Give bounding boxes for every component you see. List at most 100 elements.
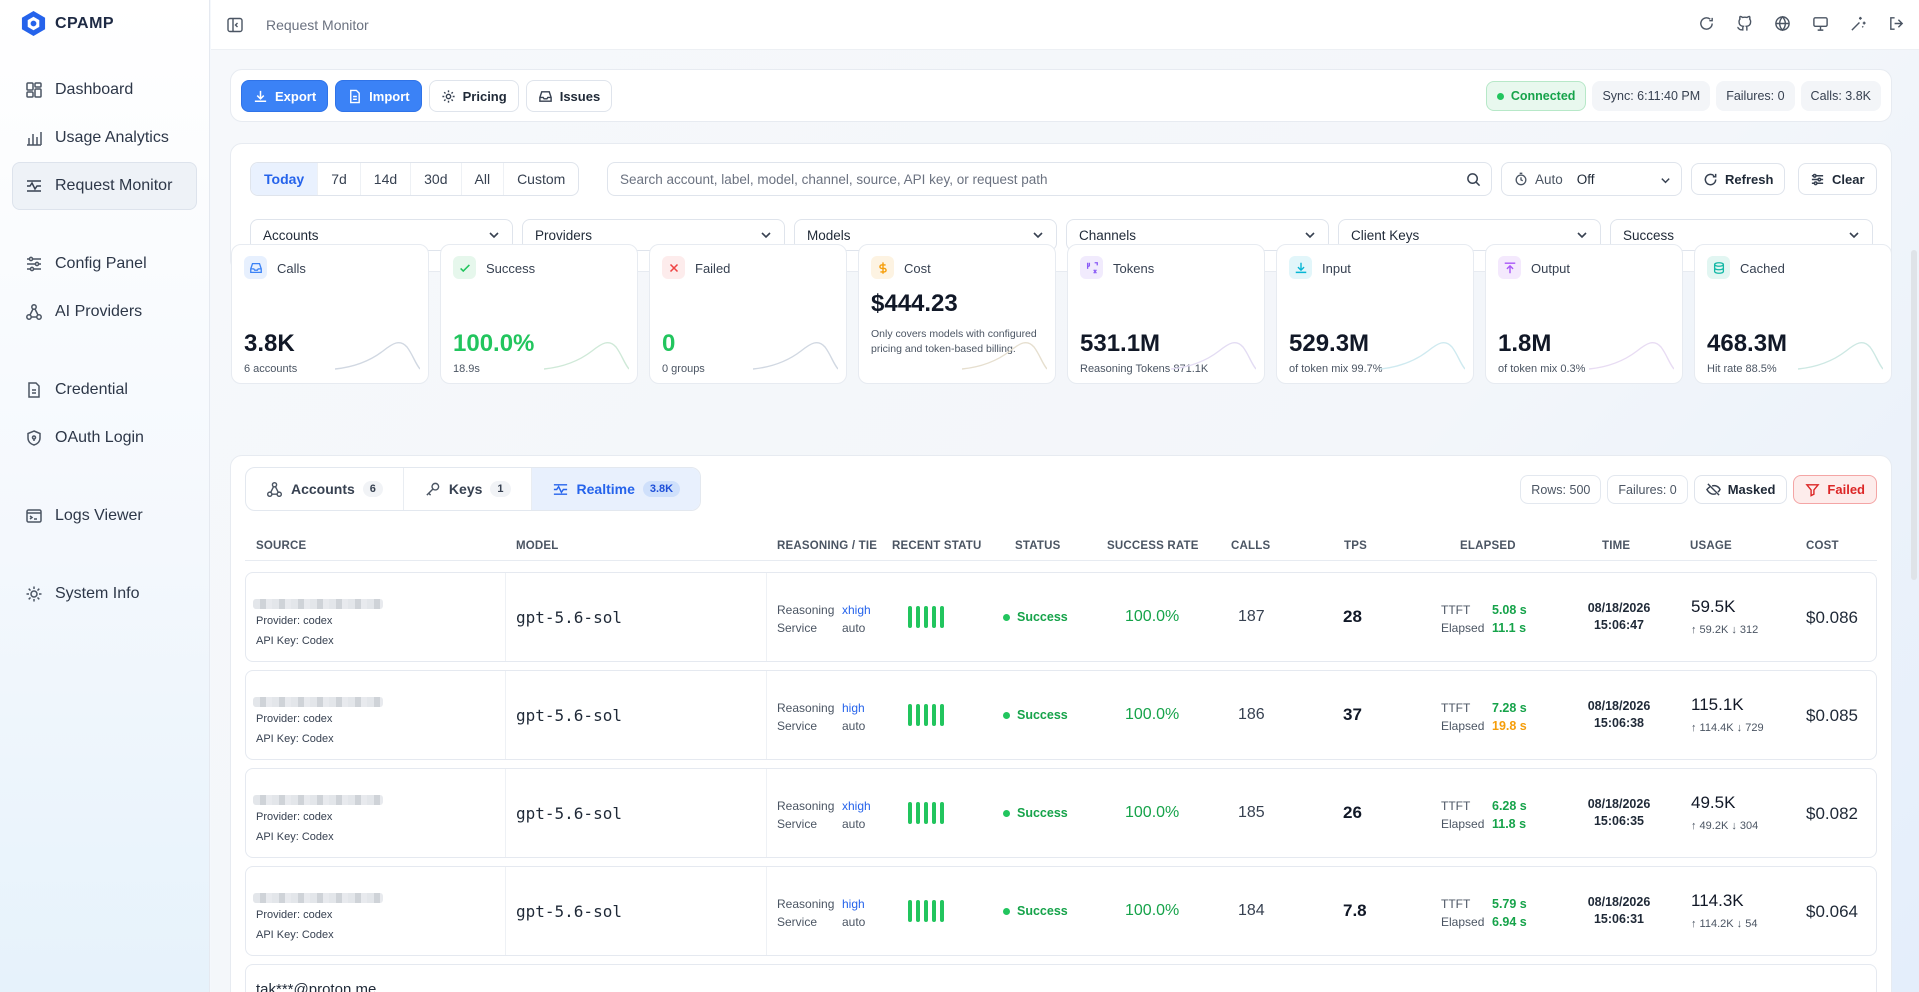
table-row[interactable]: tak***@proton.me (245, 964, 1877, 992)
range-7d[interactable]: 7d (318, 163, 361, 195)
export-button[interactable]: Export (241, 80, 329, 112)
table-row[interactable]: Provider: codex API Key: Codex gpt-5.6-sol… (245, 670, 1877, 760)
tab-accounts[interactable]: Accounts 6 (246, 468, 404, 510)
tokens-icon (1080, 256, 1103, 279)
sidebar-item-label: Request Monitor (55, 177, 173, 194)
range-today[interactable]: Today (251, 163, 319, 195)
table-row[interactable]: Provider: codex API Key: Codex gpt-5.6-sol… (245, 866, 1877, 956)
failed-filter-button[interactable]: Failed (1793, 475, 1877, 504)
failed-card: Failed 0 0 groups (649, 244, 847, 384)
auto-refresh-select[interactable]: Auto Off (1501, 162, 1682, 196)
file-icon (28, 382, 40, 398)
refresh-icon[interactable] (1698, 15, 1715, 32)
status-dot (1003, 613, 1010, 621)
usage-value: 115.1K (1691, 695, 1744, 714)
source-account: tak***@proton.me (256, 981, 377, 992)
masked-source (253, 599, 383, 609)
masked-toggle[interactable]: Masked (1693, 475, 1788, 504)
table-row[interactable]: Provider: codex API Key: Codex gpt-5.6-sol… (245, 572, 1877, 662)
sidebar-item-label: System Info (55, 585, 140, 602)
table-row[interactable]: Provider: codex API Key: Codex gpt-5.6-sol… (245, 768, 1877, 858)
globe-icon[interactable] (1774, 15, 1791, 32)
github-icon[interactable] (1736, 15, 1753, 32)
range-30d[interactable]: 30d (411, 163, 462, 195)
sidebar-item-config-panel[interactable]: Config Panel (12, 240, 197, 288)
search-input[interactable]: Search account, label, model, channel, s… (607, 162, 1492, 196)
model-name: gpt-5.6-sol (516, 706, 622, 725)
logout-icon[interactable] (1888, 15, 1905, 32)
sidebar-item-ai-providers[interactable]: AI Providers (12, 288, 197, 336)
usage-breakdown: ↑ 59.2K ↓ 312 (1691, 624, 1759, 636)
time-value: 15:06:38 (1593, 716, 1645, 730)
clear-button[interactable]: Clear (1798, 163, 1877, 195)
tab-keys[interactable]: Keys 1 (404, 468, 532, 510)
col-calls: CALLS (1231, 540, 1271, 552)
recent-status-bars (908, 900, 944, 922)
status-bar (924, 900, 928, 922)
col-source: SOURCE (256, 540, 307, 552)
col-model: MODEL (516, 540, 559, 552)
pricing-button[interactable]: Pricing (428, 80, 519, 112)
col-status: STATUS (1015, 540, 1061, 552)
import-button[interactable]: Import (335, 80, 422, 112)
range-custom[interactable]: Custom (517, 171, 566, 187)
terminal-icon (26, 509, 42, 523)
sidebar-item-system-info[interactable]: System Info (12, 570, 197, 618)
ttft-label: TTFT (1441, 603, 1471, 617)
elapsed-value: 6.94 s (1492, 915, 1527, 929)
page-scrollbar[interactable] (1911, 250, 1917, 580)
sidebar-item-oauth-login[interactable]: OAuth Login (12, 414, 197, 462)
provider-label: Provider: codex (256, 811, 333, 823)
table-header: SOURCE MODEL REASONING / TIER RECENT STA… (245, 531, 1877, 561)
tab-realtime[interactable]: Realtime 3.8K (531, 468, 701, 510)
sidebar-item-logs-viewer[interactable]: Logs Viewer (12, 492, 197, 540)
time-value: 15:06:31 (1593, 912, 1645, 926)
output-value: 1.8M (1498, 330, 1552, 357)
app-logo[interactable]: CPAMP (20, 10, 114, 37)
success-value: 100.0% (453, 330, 535, 357)
calls-card: Calls 3.8K 6 accounts (231, 244, 429, 384)
status-bar (908, 704, 912, 726)
monitor-icon[interactable] (1812, 15, 1829, 32)
elapsed-label: Elapsed (1441, 719, 1485, 733)
recent-status-bars (908, 606, 944, 628)
masked-source (253, 795, 383, 805)
status-bar (924, 704, 928, 726)
cpu-icon (26, 586, 42, 602)
sidebar-item-usage-analytics[interactable]: Usage Analytics (12, 114, 197, 162)
service-label: Service (777, 621, 818, 635)
dollar-icon (871, 256, 894, 279)
table-tools: Rows: 500 Failures: 0 Masked Failed (1520, 475, 1877, 504)
reasoning-value: high (842, 897, 865, 911)
ttft-value: 5.08 s (1492, 603, 1527, 617)
sidebar-item-credential[interactable]: Credential (12, 366, 197, 414)
issues-button[interactable]: Issues (525, 80, 613, 112)
cost-value: $0.085 (1806, 706, 1858, 725)
usage-value: 59.5K (1691, 597, 1736, 616)
ttft-label: TTFT (1441, 799, 1471, 813)
range-all[interactable]: All (462, 163, 505, 195)
page-title: Request Monitor (266, 16, 369, 33)
provider-label: Provider: codex (256, 615, 333, 627)
sparkle-icon[interactable] (1850, 15, 1867, 32)
sidebar-item-request-monitor[interactable]: Request Monitor (12, 162, 197, 210)
status-dot (1003, 809, 1010, 817)
status-bar (916, 802, 920, 824)
status-bar (924, 606, 928, 628)
col-elapsed: ELAPSED (1460, 540, 1516, 552)
status-bar (908, 900, 912, 922)
usage-breakdown: ↑ 114.2K ↓ 54 (1691, 918, 1758, 930)
network-icon (266, 481, 283, 497)
refresh-button[interactable]: Refresh (1691, 163, 1786, 195)
toolbar-panel: Export Import Pricing Issues Connected S… (230, 69, 1892, 122)
check-icon (453, 256, 476, 279)
sidebar-toggle-icon[interactable] (226, 16, 244, 34)
sidebar-item-dashboard[interactable]: Dashboard (12, 66, 197, 114)
status-dot (1003, 907, 1010, 915)
ttft-label: TTFT (1441, 701, 1471, 715)
status-badge: Success (1003, 610, 1068, 624)
app-name: CPAMP (55, 14, 115, 32)
range-14d[interactable]: 14d (361, 163, 412, 195)
reasoning-label: Reasoning (777, 701, 835, 715)
time-cell: 08/18/2026 15:06:31 (1579, 894, 1659, 928)
